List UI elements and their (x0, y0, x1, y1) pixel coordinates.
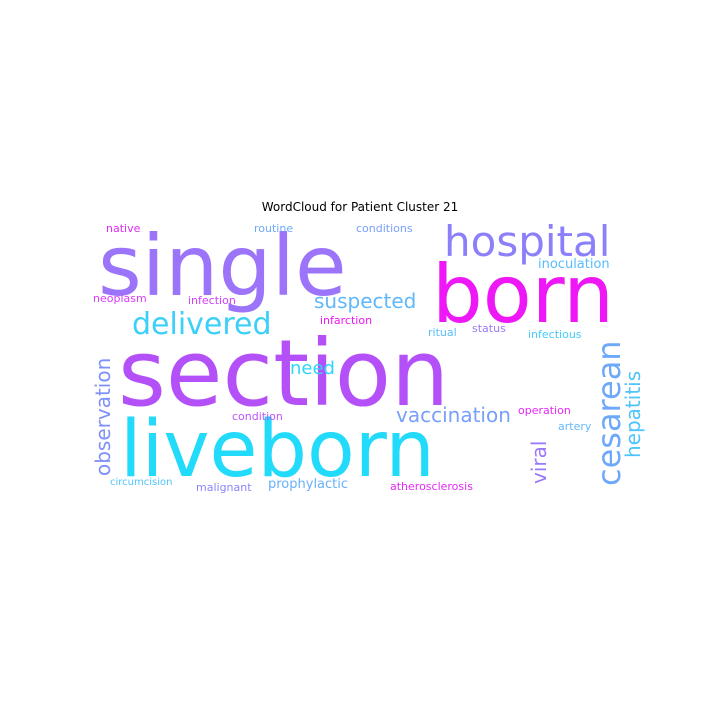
word-delivered: delivered (132, 307, 272, 342)
word-single: single (98, 217, 347, 315)
word-suspected: suspected (314, 289, 416, 313)
word-hepatitis: hepatitis (621, 371, 645, 458)
word-born: born (432, 248, 614, 341)
word-routine: routine (254, 222, 293, 235)
word-native: native (106, 222, 141, 235)
word-infection: infection (188, 294, 236, 307)
word-liveborn: liveborn (120, 405, 435, 495)
word-need: need (290, 358, 335, 379)
word-infectious: infectious (528, 328, 582, 341)
word-prophylactic: prophylactic (268, 477, 348, 492)
word-condition: condition (232, 410, 283, 423)
word-status: status (472, 322, 506, 335)
word-viral: viral (527, 441, 551, 484)
word-artery: artery (558, 420, 592, 433)
word-conditions: conditions (356, 222, 413, 235)
word-circumcision: circumcision (110, 477, 172, 488)
word-ritual: ritual (428, 326, 457, 339)
word-section: section (118, 320, 449, 427)
word-atherosclerosis: atherosclerosis (390, 480, 473, 493)
word-cesarean: cesarean (590, 340, 628, 486)
word-hospital: hospital (444, 217, 610, 266)
word-infarction: infarction (320, 314, 372, 327)
word-inoculation: inoculation (538, 257, 610, 272)
figure-title: WordCloud for Patient Cluster 21 (261, 200, 459, 214)
word-observation: observation (91, 358, 115, 476)
word-vaccination: vaccination (396, 403, 511, 427)
word-operation: operation (518, 404, 571, 417)
word-neoplasm: neoplasm (93, 292, 147, 305)
word-malignant: malignant (196, 481, 252, 494)
